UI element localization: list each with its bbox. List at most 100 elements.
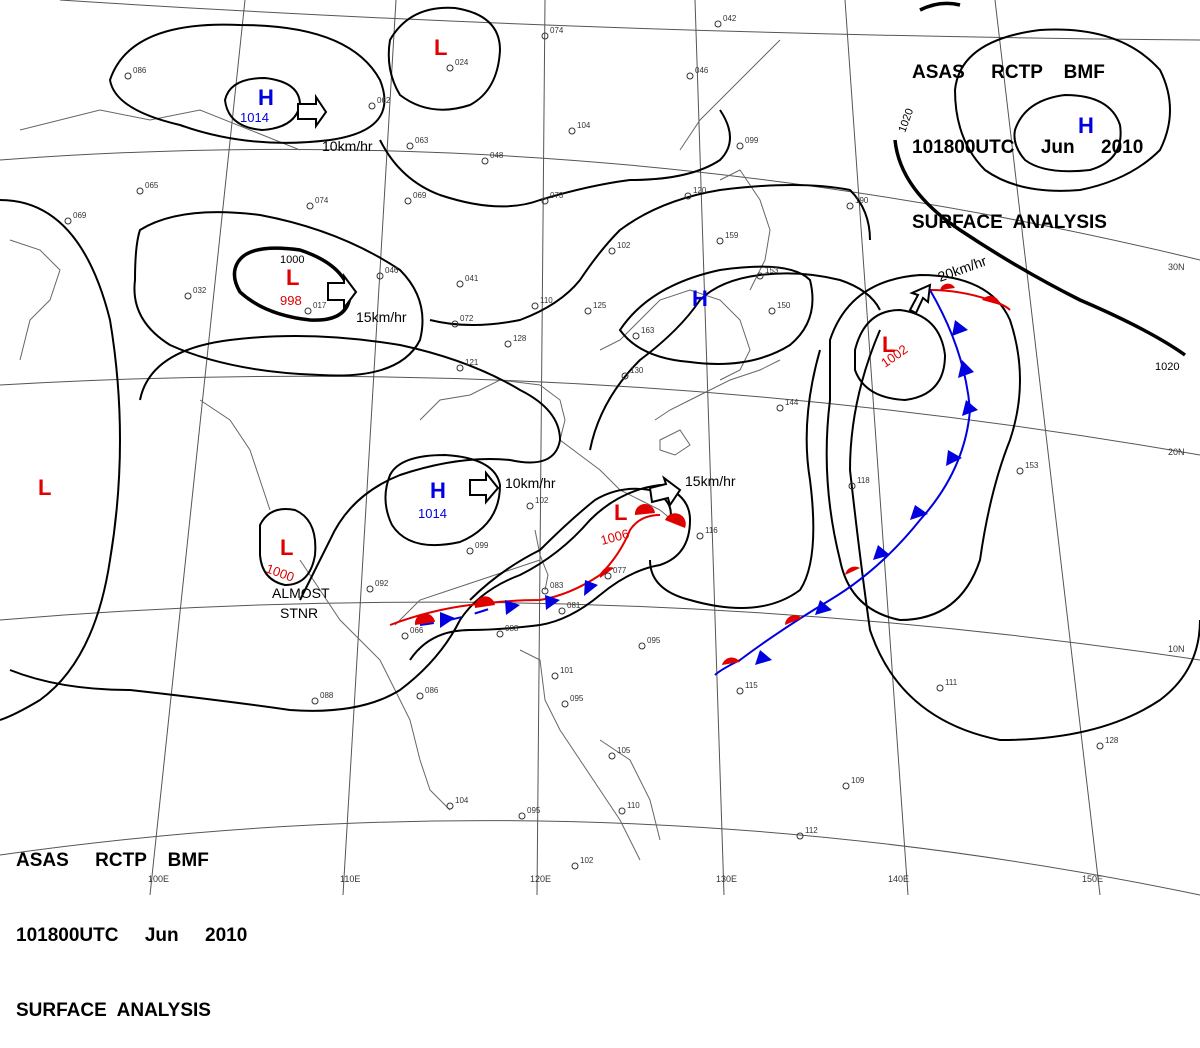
- station-plot: 159: [716, 231, 739, 245]
- station-circle-icon: [368, 102, 376, 110]
- low-pressure-value: 998: [280, 293, 302, 308]
- motion-note: ALMOST STNR: [272, 585, 330, 621]
- station-pressure: 105: [617, 746, 631, 755]
- station-plot: 072: [451, 314, 474, 328]
- motion-speed: 10km/hr: [322, 138, 373, 154]
- station-plot: 095: [561, 694, 584, 708]
- station-pressure: 092: [375, 579, 389, 588]
- station-circle-icon: [846, 202, 854, 210]
- high-symbol: H: [692, 286, 708, 311]
- station-pressure: 153: [765, 266, 779, 275]
- lat-label-10n: 10N: [1168, 644, 1185, 654]
- station-circle-icon: [936, 684, 944, 692]
- high-1014-south: H 1014 10km/hr: [418, 470, 556, 521]
- station-plot: 066: [401, 626, 424, 640]
- station-circle-icon: [526, 502, 534, 510]
- station-circle-icon: [621, 372, 629, 380]
- station-pressure: 086: [425, 686, 439, 695]
- station-plot: 153: [1016, 461, 1039, 475]
- station-circle-icon: [736, 687, 744, 695]
- station-plot: 024: [446, 58, 469, 72]
- station-plot: 110: [618, 801, 640, 815]
- station-plot: 099: [736, 136, 759, 150]
- station-pressure: 024: [455, 58, 469, 67]
- station-circle-icon: [604, 572, 612, 580]
- station-circle-icon: [696, 532, 704, 540]
- station-circle-icon: [768, 307, 776, 315]
- station-circle-icon: [446, 802, 454, 810]
- station-circle-icon: [796, 832, 804, 840]
- station-pressure: 086: [133, 66, 147, 75]
- station-plot: 083: [541, 581, 564, 595]
- station-pressure: 041: [465, 274, 479, 283]
- chart-header: ASAS RCTP BMF 101800UTC Jun 2010 SURFACE…: [912, 10, 1143, 260]
- low-998: L 998 15km/hr: [280, 265, 407, 325]
- station-pressure: 088: [505, 624, 519, 633]
- station-circle-icon: [551, 672, 559, 680]
- high-sea: H: [692, 286, 708, 311]
- station-pressure: 083: [550, 581, 564, 590]
- isobars: [0, 1, 1200, 742]
- isobar-label-1000: 1000: [280, 254, 304, 266]
- station-circle-icon: [124, 72, 132, 80]
- station-plot: 086: [124, 66, 147, 80]
- station-pressure: 104: [455, 796, 469, 805]
- station-plot: 163: [632, 326, 655, 340]
- station-circle-icon: [568, 127, 576, 135]
- station-circle-icon: [456, 364, 464, 372]
- station-plot: 048: [481, 151, 504, 165]
- station-pressure: 102: [580, 856, 594, 865]
- station-circle-icon: [376, 272, 384, 280]
- station-circle-icon: [446, 64, 454, 72]
- station-pressure: 104: [577, 121, 591, 130]
- station-plot: 105: [608, 746, 631, 760]
- station-circle-icon: [736, 142, 744, 150]
- station-plot: 077: [604, 566, 627, 580]
- high-symbol: H: [258, 85, 274, 110]
- motion-speed: 10km/hr: [505, 475, 556, 491]
- lat-labels: 30N 20N 10N: [1168, 262, 1185, 654]
- motion-speed: 15km/hr: [685, 473, 736, 489]
- station-circle-icon: [776, 404, 784, 412]
- station-circle-icon: [638, 642, 646, 650]
- station-plot: 073: [541, 191, 564, 205]
- station-plot: 153: [756, 266, 779, 280]
- station-plot: 115: [736, 681, 758, 695]
- station-plot: 074: [306, 196, 329, 210]
- station-plot: 069: [404, 191, 427, 205]
- low-1006: L 1006 15km/hr: [599, 473, 736, 548]
- station-plot: 102: [526, 496, 549, 510]
- station-plot: 065: [136, 181, 159, 195]
- station-circle-icon: [64, 217, 72, 225]
- station-plot: 081: [558, 601, 581, 615]
- station-circle-icon: [306, 202, 314, 210]
- station-plot: 130: [621, 366, 644, 380]
- motion-speed: 15km/hr: [356, 309, 407, 325]
- station-plot: 095: [518, 806, 541, 820]
- station-circle-icon: [531, 302, 539, 310]
- station-pressure: 095: [527, 806, 541, 815]
- station-circle-icon: [842, 782, 850, 790]
- station-pressure: 074: [315, 196, 329, 205]
- header-line-1: ASAS RCTP BMF: [912, 62, 1105, 83]
- station-plot: 088: [311, 691, 334, 705]
- station-plots: 086 074 042 024 062 046 104 063 048 065 120 099 190 0…: [64, 14, 1119, 870]
- station-circle-icon: [404, 197, 412, 205]
- low-1002: L 1002 20km/hr: [878, 252, 989, 370]
- low-pressure-value: 1006: [599, 526, 631, 548]
- lon-label-100e: 100E: [148, 874, 169, 884]
- coastlines: [9, 39, 781, 861]
- station-pressure: 153: [1025, 461, 1039, 470]
- station-pressure: 046: [385, 266, 399, 275]
- station-circle-icon: [451, 320, 459, 328]
- station-circle-icon: [1096, 742, 1104, 750]
- station-plot: 109: [842, 776, 865, 790]
- lon-label-110e: 110E: [340, 874, 360, 884]
- station-plot: 116: [696, 526, 718, 540]
- lon-label-120e: 120E: [530, 874, 551, 884]
- footer-line-3: SURFACE ANALYSIS: [16, 1000, 211, 1021]
- station-pressure: 046: [695, 66, 709, 75]
- station-plot: 102: [571, 856, 594, 870]
- station-pressure: 069: [73, 211, 87, 220]
- station-circle-icon: [456, 280, 464, 288]
